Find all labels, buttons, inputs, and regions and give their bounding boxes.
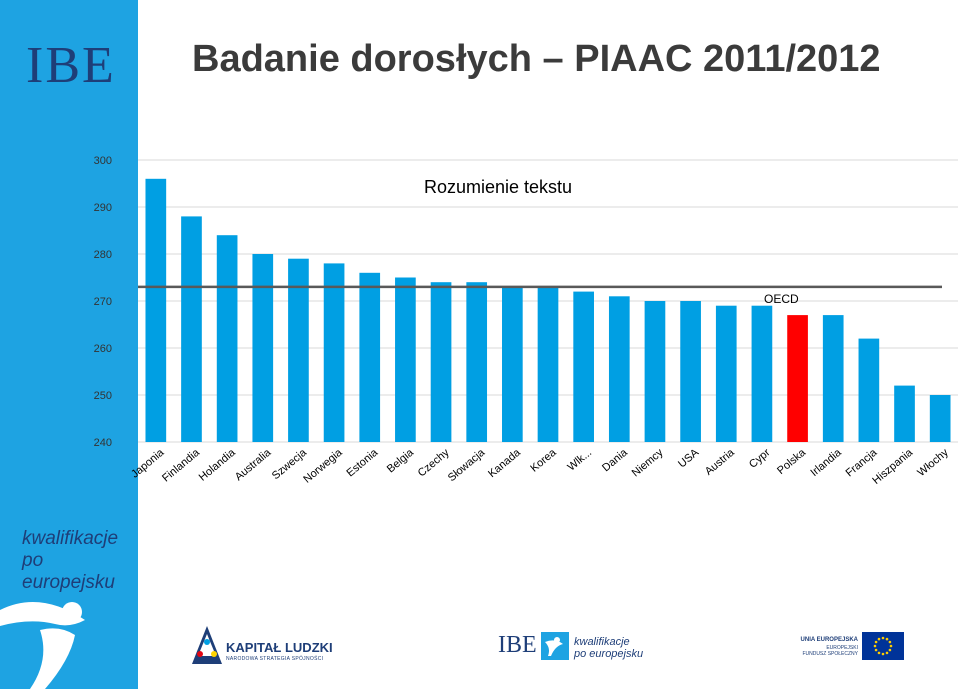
brand-text: kwalifikacje po europejsku: [22, 528, 138, 594]
bar-6: [359, 272, 381, 442]
chart-title: Rozumienie tekstu: [424, 177, 572, 197]
bar-7: [395, 277, 416, 442]
ibe-logo: IBE: [26, 37, 116, 94]
y-tick-label: 240: [94, 437, 112, 449]
bar-21: [894, 385, 915, 442]
y-tick-label: 270: [94, 296, 112, 308]
x-tick-label: Korea: [528, 446, 559, 475]
bar-18: [787, 315, 808, 442]
bar-5: [323, 263, 345, 442]
x-tick-label: Holandia: [197, 446, 239, 484]
x-tick-label: Australia: [233, 446, 274, 483]
eu-star: [881, 652, 885, 656]
eu-star: [888, 640, 892, 644]
ue-title: UNIA EUROPEJSKA: [800, 637, 858, 643]
footer-kp-text: kwalifikacje po europejsku: [574, 636, 643, 660]
bar-10: [502, 286, 523, 442]
x-tick-label: Belgia: [385, 446, 417, 475]
running-figure-icon: [0, 602, 85, 689]
eu-star: [885, 651, 889, 655]
x-tick-label: Estonia: [344, 446, 380, 479]
x-tick-label: Włochy: [915, 446, 951, 479]
eu-star: [873, 644, 877, 648]
bar-9: [466, 282, 488, 442]
eu-star: [874, 640, 878, 644]
x-tick-label: Kanada: [486, 446, 523, 480]
bar-4: [288, 258, 309, 442]
eu-star: [877, 651, 881, 655]
bar-17: [751, 305, 773, 442]
bar-19: [822, 315, 844, 442]
kapital-ludzki-title: KAPITAŁ LUDZKI: [226, 640, 333, 655]
bar-14: [644, 301, 666, 442]
bar-12: [573, 291, 594, 442]
eu-star: [877, 637, 881, 641]
footer-kp-line-1: kwalifikacje: [574, 636, 630, 648]
x-tick-label: Słowacja: [446, 446, 488, 484]
bar-20: [858, 338, 880, 442]
brand-line-2: po europejsku: [22, 550, 115, 593]
ue-line-2: FUNDUSZ SPOŁECZNY: [802, 651, 858, 657]
eu-flag-icon: [862, 632, 904, 660]
bar-3: [252, 254, 274, 442]
eu-star: [889, 644, 893, 648]
footer-ibe-logo: IBE: [498, 632, 537, 658]
ue-line-1: EUROPEJSKI: [826, 645, 858, 651]
bar-2: [216, 235, 238, 442]
bar-0: [145, 178, 167, 443]
bar-1: [181, 216, 202, 442]
eu-star: [888, 648, 892, 652]
eu-star: [885, 637, 889, 641]
x-tick-label: Norwegia: [301, 446, 345, 486]
x-tick-label: Finlandia: [160, 446, 203, 484]
x-tick-label: Niemcy: [630, 446, 666, 479]
bar-16: [715, 305, 737, 442]
slide-title: Badanie dorosłych – PIAAC 2011/2012: [192, 38, 881, 80]
x-tick-label: Polska: [775, 446, 809, 477]
y-tick-label: 300: [94, 155, 112, 167]
bar-15: [680, 301, 701, 442]
kp-figure-icon: [541, 632, 569, 660]
bar-13: [608, 296, 630, 442]
x-tick-label: Dania: [600, 446, 630, 474]
x-tick-label: Hiszpania: [870, 446, 915, 487]
x-tick-label: Cypr: [747, 446, 773, 470]
y-tick-label: 280: [94, 249, 112, 261]
footer-kp-line-2: po europejsku: [574, 648, 644, 660]
brand-line-1: kwalifikacje: [22, 528, 119, 549]
y-tick-label: 260: [94, 343, 112, 355]
x-tick-label: Wlk...: [565, 447, 594, 474]
oecd-label: OECD: [764, 292, 799, 306]
bar-11: [537, 286, 559, 442]
eu-star: [874, 648, 878, 652]
kapital-ludzki-subtitle: NARODOWA STRATEGIA SPÓJNOŚCI: [226, 656, 324, 662]
ue-subtitle: EUROPEJSKI FUNDUSZ SPOŁECZNY: [790, 645, 858, 657]
x-tick-label: Irlandia: [808, 446, 844, 479]
bar-22: [929, 395, 951, 442]
eu-star: [881, 636, 885, 640]
x-tick-label: Austria: [703, 446, 738, 478]
x-tick-label: USA: [676, 446, 702, 470]
kapital-ludzki-logo-icon: [192, 626, 222, 664]
sidebar: IBE kwalifikacje po europejsku: [0, 0, 138, 689]
y-tick-label: 290: [94, 202, 112, 214]
bar-8: [430, 282, 452, 442]
y-tick-label: 250: [94, 390, 112, 402]
